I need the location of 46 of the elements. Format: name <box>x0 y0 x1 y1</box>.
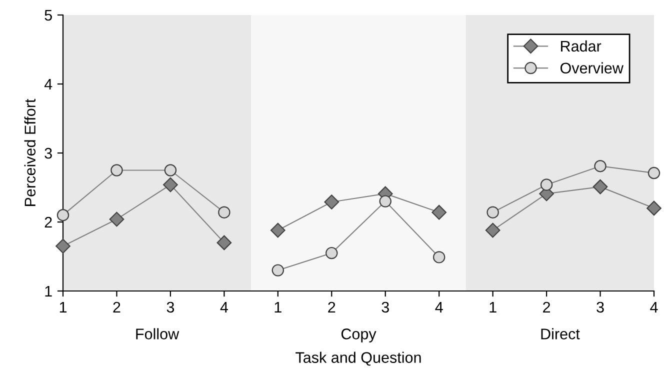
point <box>646 200 662 216</box>
point <box>109 212 124 227</box>
x-tick-label: 1 <box>60 302 67 312</box>
point <box>594 160 606 172</box>
x-tick-label: 1 <box>490 302 496 312</box>
x-axis-title: Copy <box>341 328 376 342</box>
point <box>164 164 177 176</box>
x-axis-title: Follow <box>136 328 180 340</box>
point <box>163 177 178 192</box>
y-tick-label: 1 <box>45 286 52 297</box>
x-axis-title: Direct <box>541 328 580 340</box>
y-axis-title: Perceived Effort <box>24 98 36 206</box>
point <box>216 235 232 250</box>
point <box>56 208 70 222</box>
x-tick-label: 3 <box>596 302 604 313</box>
point <box>485 222 500 238</box>
x-tick-label: 2 <box>328 302 336 312</box>
point <box>110 164 123 176</box>
point <box>432 204 447 220</box>
legend-label: Radar <box>561 40 602 52</box>
x-tick-label: 3 <box>382 302 389 313</box>
text: Task and Question <box>296 352 421 366</box>
point <box>540 178 553 191</box>
point <box>218 206 230 218</box>
point <box>379 195 392 208</box>
y-tick-label: 3 <box>44 148 52 159</box>
y-tick-label: 5 <box>44 10 52 21</box>
x-tick-label: 3 <box>166 302 174 313</box>
x-tick-label: 4 <box>220 302 228 312</box>
x-tick-label: 2 <box>113 302 120 312</box>
x-tick-label: 2 <box>543 302 550 312</box>
point <box>270 222 286 238</box>
x-tick-label: 1 <box>274 302 282 312</box>
x-tick-label: 4 <box>435 302 443 312</box>
point <box>432 251 446 264</box>
point <box>326 246 338 260</box>
legend-label: Overview <box>560 62 624 74</box>
point <box>324 194 340 210</box>
point <box>272 264 284 276</box>
y-tick-label: 4 <box>44 79 52 90</box>
x-tick-label: 4 <box>650 302 658 312</box>
point <box>648 166 660 180</box>
point <box>486 206 499 218</box>
point <box>592 179 608 194</box>
y-tick-label: 2 <box>44 216 52 228</box>
point <box>56 238 70 254</box>
